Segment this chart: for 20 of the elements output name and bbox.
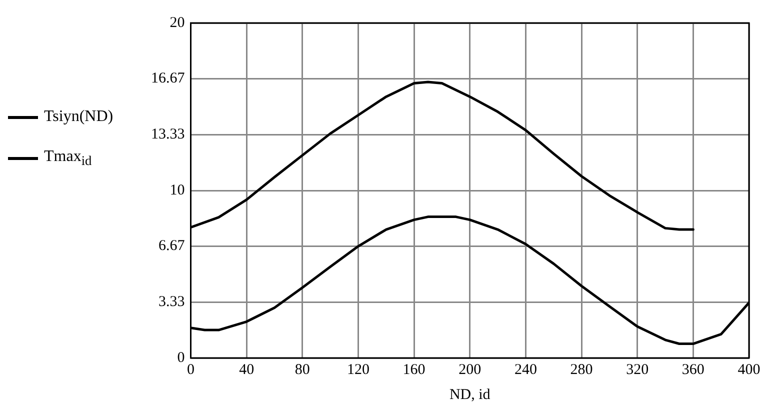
x-tick-label: 360: [682, 362, 704, 378]
x-tick-label: 280: [570, 362, 593, 378]
x-tick-label: 240: [514, 362, 537, 378]
y-tick-label: 13.33: [151, 126, 185, 143]
legend-label: Tsiyn(ND): [44, 108, 114, 126]
x-tick-label: 400: [738, 362, 760, 378]
x-tick-label: 80: [294, 362, 310, 378]
y-tick-label: 16.67: [151, 70, 186, 87]
y-tick-label: 10: [170, 182, 185, 198]
x-tick-label: 40: [239, 362, 254, 378]
x-tick-label: 160: [402, 362, 426, 378]
y-tick-label: 0: [177, 350, 185, 366]
y-tick-label: 3.33: [158, 294, 185, 310]
legend-label: Tmax$_{id}$: [44, 148, 92, 170]
x-tick-label: 320: [626, 362, 649, 378]
y-tick-label: 6.67: [158, 238, 186, 254]
x-axis-title: ND, id: [449, 386, 491, 403]
x-tick-label: 200: [458, 362, 482, 378]
y-tick-label: 20: [170, 14, 185, 31]
x-tick-label: 120: [346, 362, 370, 378]
